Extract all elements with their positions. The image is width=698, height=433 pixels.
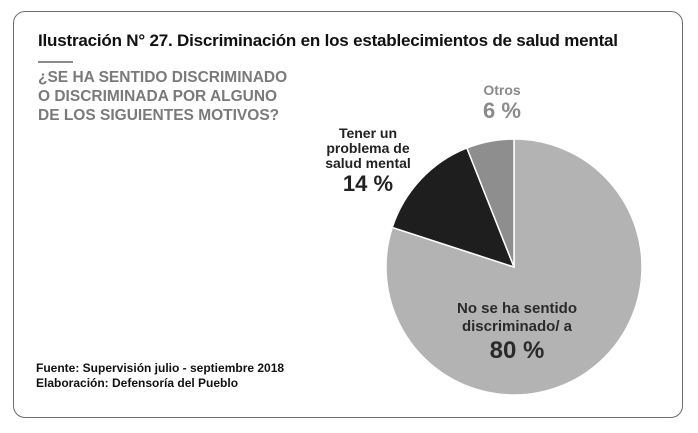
label-salud-mental-text: Tener un problema de salud mental bbox=[325, 125, 411, 171]
label-otros-name: Otros bbox=[483, 82, 521, 98]
label-salud-mental: Tener un problema de salud mental 14 % bbox=[318, 126, 418, 197]
source-note: Fuente: Supervisión julio - septiembre 2… bbox=[36, 361, 284, 391]
label-salud-mental-name: Tener un problema de salud mental bbox=[318, 126, 418, 171]
label-otros: Otros 6 % bbox=[468, 83, 536, 124]
credit-line: Elaboración: Defensoría del Pueblo bbox=[36, 376, 239, 390]
pie-slice-otros bbox=[465, 138, 515, 268]
source-line: Fuente: Supervisión julio - septiembre 2… bbox=[36, 361, 285, 375]
label-no-discriminado: No se ha sentido discriminado/ a 80 % bbox=[444, 300, 590, 366]
chart-question: ¿SE HA SENTIDO DISCRIMINADO O DISCRIMINA… bbox=[38, 69, 288, 124]
figure-title: Ilustración N° 27. Discriminación en los… bbox=[38, 31, 618, 50]
title-underline bbox=[38, 61, 73, 63]
label-no-discriminado-name: No se ha sentido discriminado/ a bbox=[444, 300, 590, 336]
label-otros-value: 6 % bbox=[483, 98, 521, 123]
label-no-discriminado-text: No se ha sentido discriminado/ a bbox=[456, 300, 578, 335]
label-no-discriminado-value: 80 % bbox=[489, 337, 545, 364]
pie-slice-salud-mental bbox=[391, 147, 516, 269]
label-salud-mental-value: 14 % bbox=[342, 171, 394, 196]
